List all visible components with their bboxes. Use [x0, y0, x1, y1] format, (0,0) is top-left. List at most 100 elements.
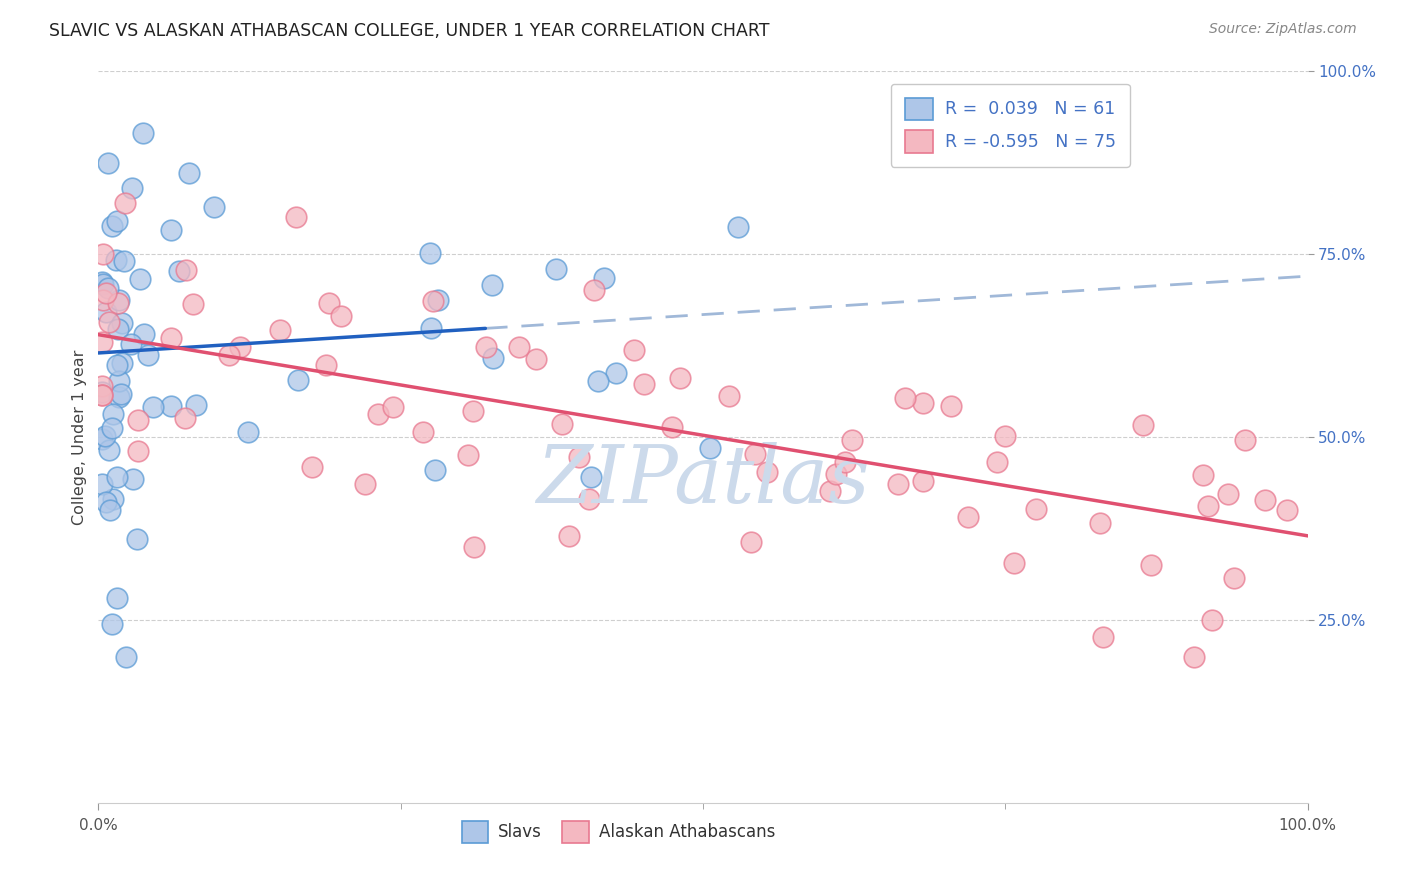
- Point: [412, 425, 434, 439]
- Point: [127, 412, 149, 426]
- Text: SLAVIC VS ALASKAN ATHABASCAN COLLEGE, UNDER 1 YEAR CORRELATION CHART: SLAVIC VS ALASKAN ATHABASCAN COLLEGE, UN…: [49, 22, 769, 40]
- Point: [578, 492, 600, 507]
- Point: [986, 455, 1008, 469]
- Point: [354, 477, 377, 491]
- Point: [114, 196, 136, 211]
- Point: [744, 446, 766, 460]
- Point: [202, 200, 225, 214]
- Point: [97, 281, 120, 295]
- Point: [1275, 503, 1298, 517]
- Point: [136, 348, 159, 362]
- Point: [579, 469, 602, 483]
- Point: [1091, 631, 1114, 645]
- Point: [568, 450, 591, 464]
- Point: [912, 396, 935, 410]
- Point: [422, 294, 444, 309]
- Point: [633, 377, 655, 392]
- Point: [285, 210, 308, 224]
- Point: [91, 277, 114, 291]
- Point: [105, 591, 128, 605]
- Point: [169, 264, 191, 278]
- Point: [184, 399, 207, 413]
- Point: [94, 495, 117, 509]
- Point: [160, 223, 183, 237]
- Point: [825, 467, 848, 481]
- Point: [1002, 556, 1025, 570]
- Point: [957, 510, 980, 524]
- Point: [508, 340, 530, 354]
- Point: [818, 484, 841, 499]
- Point: [127, 533, 149, 547]
- Point: [160, 331, 183, 345]
- Point: [111, 356, 134, 370]
- Point: [115, 649, 138, 664]
- Point: [588, 375, 610, 389]
- Point: [229, 341, 252, 355]
- Point: [121, 472, 143, 486]
- Point: [120, 336, 142, 351]
- Point: [108, 374, 131, 388]
- Point: [419, 246, 441, 260]
- Point: [98, 502, 121, 516]
- Point: [236, 425, 259, 439]
- Point: [98, 315, 121, 329]
- Point: [330, 309, 353, 323]
- Legend: Slavs, Alaskan Athabascans: Slavs, Alaskan Athabascans: [456, 814, 782, 849]
- Point: [482, 351, 505, 365]
- Point: [101, 421, 124, 435]
- Point: [841, 433, 863, 447]
- Point: [96, 305, 118, 319]
- Point: [174, 263, 197, 277]
- Point: [142, 400, 165, 414]
- Point: [287, 373, 309, 387]
- Point: [94, 429, 117, 443]
- Point: [129, 272, 152, 286]
- Point: [105, 214, 128, 228]
- Point: [1254, 492, 1277, 507]
- Point: [107, 358, 129, 372]
- Point: [1025, 502, 1047, 516]
- Point: [160, 400, 183, 414]
- Point: [718, 389, 741, 403]
- Point: [101, 219, 124, 233]
- Point: [605, 366, 627, 380]
- Point: [593, 271, 616, 285]
- Point: [108, 293, 131, 307]
- Point: [127, 443, 149, 458]
- Point: [461, 404, 484, 418]
- Point: [481, 277, 503, 292]
- Point: [1201, 613, 1223, 627]
- Point: [894, 391, 917, 405]
- Point: [91, 275, 114, 289]
- Point: [110, 387, 132, 401]
- Point: [623, 343, 645, 357]
- Point: [91, 384, 114, 399]
- Point: [994, 428, 1017, 442]
- Point: [104, 253, 127, 268]
- Point: [912, 474, 935, 488]
- Point: [101, 491, 124, 506]
- Point: [107, 296, 129, 310]
- Point: [1233, 433, 1256, 447]
- Point: [1216, 487, 1239, 501]
- Point: [727, 219, 749, 234]
- Point: [134, 326, 156, 341]
- Point: [183, 297, 205, 311]
- Point: [91, 387, 114, 401]
- Point: [887, 476, 910, 491]
- Point: [425, 462, 447, 476]
- Point: [1192, 468, 1215, 483]
- Point: [367, 407, 389, 421]
- Point: [177, 167, 200, 181]
- Point: [558, 529, 581, 543]
- Point: [740, 534, 762, 549]
- Point: [91, 293, 114, 308]
- Point: [112, 254, 135, 268]
- Point: [269, 323, 291, 337]
- Point: [1139, 558, 1161, 572]
- Point: [1132, 418, 1154, 433]
- Text: Source: ZipAtlas.com: Source: ZipAtlas.com: [1209, 22, 1357, 37]
- Point: [582, 283, 605, 297]
- Point: [524, 351, 547, 366]
- Point: [457, 448, 479, 462]
